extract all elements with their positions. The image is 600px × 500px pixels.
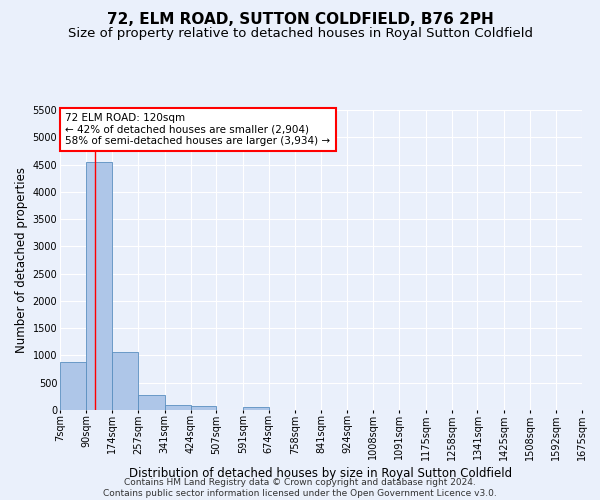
Text: Contains HM Land Registry data © Crown copyright and database right 2024.
Contai: Contains HM Land Registry data © Crown c… (103, 478, 497, 498)
Bar (164, 405, 191, 410)
Text: 72, ELM ROAD, SUTTON COLDFIELD, B76 2PH: 72, ELM ROAD, SUTTON COLDFIELD, B76 2PH (107, 12, 493, 28)
Bar (86, 162, 112, 410)
Text: 72 ELM ROAD: 120sqm
← 42% of detached houses are smaller (2,904)
58% of semi-det: 72 ELM ROAD: 120sqm ← 42% of detached ho… (65, 113, 331, 146)
Text: Size of property relative to detached houses in Royal Sutton Coldfield: Size of property relative to detached ho… (67, 28, 533, 40)
Y-axis label: Number of detached properties: Number of detached properties (16, 167, 28, 353)
Bar (243, 406, 269, 410)
Bar (112, 352, 138, 410)
Text: Distribution of detached houses by size in Royal Sutton Coldfield: Distribution of detached houses by size … (130, 467, 512, 480)
Bar (60, 362, 86, 410)
Bar (138, 394, 164, 410)
Bar (191, 406, 217, 410)
